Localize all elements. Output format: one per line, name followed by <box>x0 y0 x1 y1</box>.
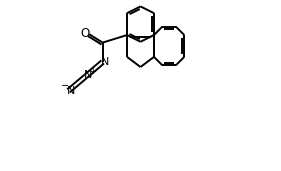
Text: N: N <box>84 70 92 80</box>
Text: O: O <box>81 27 90 40</box>
Text: N: N <box>67 86 75 96</box>
Text: N: N <box>101 57 109 67</box>
Text: −: − <box>62 81 69 91</box>
Text: +: + <box>89 67 96 76</box>
